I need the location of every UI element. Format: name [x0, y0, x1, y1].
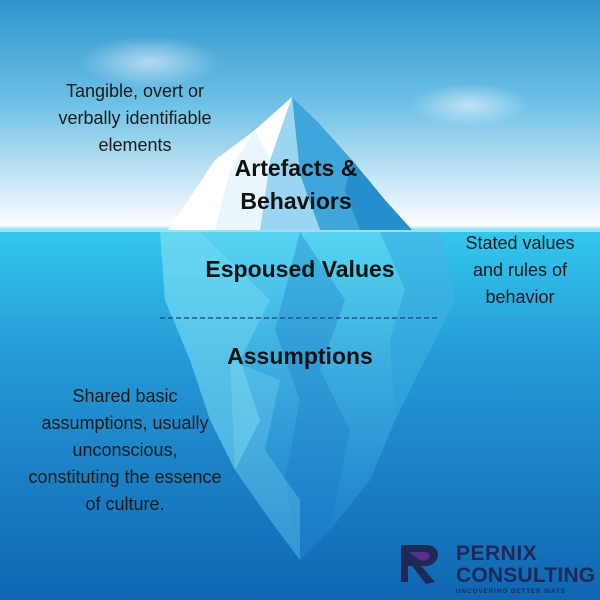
- sky-cloud: [80, 36, 220, 88]
- assumptions-heading: Assumptions: [227, 343, 373, 369]
- note-line: Tangible, overt or: [65, 81, 205, 101]
- heading-line: Artefacts &: [234, 155, 358, 181]
- pernix-logo-icon: [401, 545, 438, 584]
- stated-values-note: Stated values and rules of behavior: [445, 230, 595, 311]
- iceberg-underwater: [160, 232, 455, 560]
- artefacts-behaviors-heading: Artefacts & Behaviors: [196, 152, 396, 218]
- note-line: behavior: [485, 287, 555, 307]
- note-line: assumptions, usually: [41, 413, 209, 433]
- logo-line-2: CONSULTING: [456, 564, 596, 587]
- logo-line-1: PERNIX: [456, 542, 538, 565]
- sky-cloud: [410, 83, 530, 127]
- visible-elements-note: Tangible, overt or verbally identifiable…: [10, 78, 260, 159]
- logo-tagline: UNCOVERING BETTER WAYS: [456, 588, 566, 595]
- espoused-values-heading: Espoused Values: [205, 256, 395, 282]
- iceberg-tip: [168, 97, 412, 230]
- note-line: verbally identifiable: [58, 108, 212, 128]
- note-line: elements: [98, 135, 172, 155]
- assumptions-note: Shared basic assumptions, usually uncons…: [5, 383, 245, 518]
- note-line: of culture.: [85, 494, 165, 514]
- pernix-logo: PERNIX CONSULTING UNCOVERING BETTER WAYS: [456, 543, 595, 596]
- heading-line: Behaviors: [240, 188, 352, 214]
- note-line: unconscious,: [72, 440, 178, 460]
- note-line: and rules of: [472, 260, 568, 280]
- note-line: constituting the essence: [28, 467, 222, 487]
- note-line: Shared basic: [72, 386, 178, 406]
- note-line: Stated values: [465, 233, 575, 253]
